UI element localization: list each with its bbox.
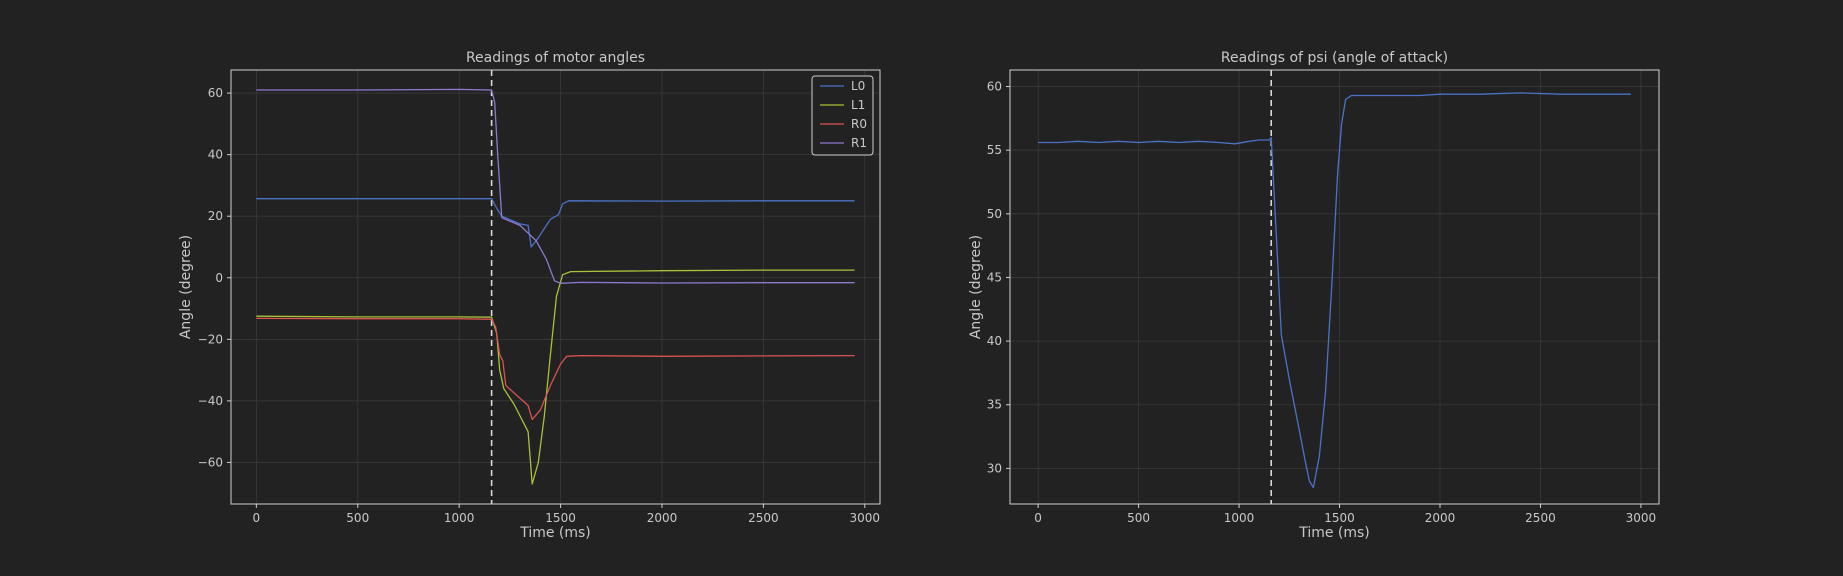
x-tick-label: 1000 [1224, 511, 1255, 525]
motor-angles-grid [231, 70, 880, 504]
y-tick-label: 40 [987, 334, 1002, 348]
motor-angles-ticks: 0 500 1000 1500 2000 2500 3000 −60 −40 −20 0 20 40 60 [198, 86, 880, 525]
x-tick-label: 3000 [850, 511, 881, 525]
x-tick-label: 2000 [1425, 511, 1456, 525]
x-tick-label: 0 [1034, 511, 1042, 525]
legend-label-r0: R0 [851, 117, 867, 131]
y-tick-label: 55 [987, 143, 1002, 157]
series-line [1038, 92, 1631, 489]
y-tick-label: 35 [987, 398, 1002, 412]
legend-label-r1: R1 [851, 136, 867, 150]
psi-grid [1010, 70, 1659, 504]
legend-label-l0: L0 [851, 79, 865, 93]
legend-box [811, 75, 874, 156]
x-tick-label: 1500 [1324, 511, 1355, 525]
psi-ticks: 0 500 1000 1500 2000 2500 3000 30 35 40 45 50 55 60 [987, 80, 1656, 525]
y-tick-label: 60 [208, 86, 223, 100]
psi-chart: 0 500 1000 1500 2000 2500 3000 30 35 40 45 50 55 60 R… [968, 50, 1660, 541]
psi-axes-frame [1009, 69, 1660, 505]
x-tick-label: 3000 [1626, 511, 1657, 525]
y-tick-label: −40 [198, 394, 223, 408]
x-tick-label: 500 [346, 511, 369, 525]
x-tick-label: 2500 [748, 511, 779, 525]
y-tick-label: −60 [198, 455, 223, 469]
y-tick-label: 45 [987, 270, 1002, 284]
motor-angles-legend: L0 L1 R0 R1 [811, 75, 874, 156]
psi-ylabel: Angle (degree) [968, 235, 984, 339]
y-tick-label: 50 [987, 207, 1002, 221]
series-line-r1 [256, 88, 855, 284]
series-line-l1 [256, 269, 855, 485]
series-line-r0 [256, 317, 855, 421]
motor-angles-series [256, 88, 855, 485]
x-tick-label: 0 [253, 511, 261, 525]
motor-angles-axes-frame [230, 69, 881, 505]
y-tick-label: 40 [208, 148, 223, 162]
x-tick-label: 2500 [1525, 511, 1556, 525]
motor-angles-title: Readings of motor angles [466, 50, 645, 66]
y-tick-label: −20 [198, 332, 223, 346]
x-tick-label: 500 [1127, 511, 1150, 525]
y-tick-label: 0 [215, 271, 223, 285]
series-line-l0 [256, 198, 855, 248]
psi-title: Readings of psi (angle of attack) [1221, 50, 1448, 66]
x-tick-label: 1500 [545, 511, 576, 525]
motor-angles-chart: 0 500 1000 1500 2000 2500 3000 −60 −40 −20 0 20 40 60… [178, 50, 881, 541]
x-tick-label: 1000 [444, 511, 475, 525]
legend-label-l1: L1 [851, 98, 865, 112]
motor-angles-ylabel: Angle (degree) [178, 235, 194, 339]
y-tick-label: 60 [987, 80, 1002, 94]
psi-series [1038, 92, 1631, 489]
x-tick-label: 2000 [647, 511, 678, 525]
y-tick-label: 30 [987, 461, 1002, 475]
y-tick-label: 20 [208, 209, 223, 223]
motor-angles-xlabel: Time (ms) [519, 525, 591, 541]
psi-xlabel: Time (ms) [1298, 525, 1370, 541]
